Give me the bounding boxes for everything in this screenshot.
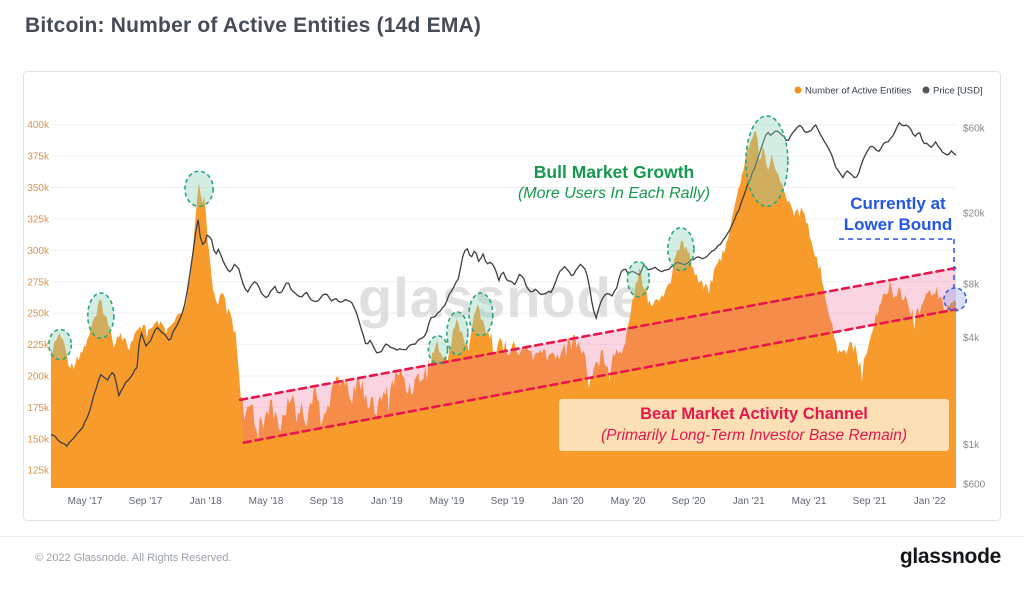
svg-text:$20k: $20k [963,208,986,219]
svg-text:175k: 175k [27,403,50,414]
svg-text:Jan '22: Jan '22 [914,496,946,507]
svg-text:May '17: May '17 [68,496,103,507]
svg-text:200k: 200k [27,372,50,383]
chart-legend: Number of Active Entities Price [USD] [794,86,983,97]
active-entities-legend-label: Number of Active Entities [805,86,911,97]
page-title: Bitcoin: Number of Active Entities (14d … [25,14,482,37]
bear-channel-subtitle: (Primarily Long-Term Investor Base Remai… [601,427,907,444]
svg-text:Jan '20: Jan '20 [552,496,584,507]
svg-text:Sep '19: Sep '19 [491,496,525,507]
svg-text:Jan '19: Jan '19 [371,496,403,507]
price-legend-label: Price [USD] [933,86,983,97]
svg-text:375k: 375k [27,152,50,163]
x-axis-labels: May '17 Sep '17 Jan '18 May '18 Sep '18 Jan '… [68,496,946,507]
svg-text:$8k: $8k [963,279,980,290]
lower-bound-bracket [839,238,968,312]
svg-text:$4k: $4k [963,333,980,344]
glassnode-logo: glassnode [899,545,1001,568]
bear-market-channel [238,266,958,444]
svg-text:225k: 225k [27,340,50,351]
copyright-text: © 2022 Glassnode. All Rights Reserved. [35,552,232,564]
svg-text:350k: 350k [27,183,50,194]
svg-text:300k: 300k [27,246,50,257]
svg-text:$60k: $60k [963,124,986,135]
bear-channel-label-box [559,399,949,451]
current-lower-bound-line2: Lower Bound [844,215,953,234]
chart-canvas[interactable]: glassnode Bear Market Activity Channel (… [24,72,1002,522]
footer: © 2022 Glassnode. All Rights Reserved. g… [0,536,1024,591]
svg-text:May '20: May '20 [611,496,646,507]
svg-text:Sep '20: Sep '20 [672,496,706,507]
svg-text:125k: 125k [27,466,50,477]
price-line-series [50,121,957,448]
svg-text:150k: 150k [27,434,50,445]
legend-item-price[interactable]: Price [USD] [922,86,983,97]
legend-item-active-entities[interactable]: Number of Active Entities [794,86,912,97]
bull-growth-subtitle: (More Users In Each Rally) [518,185,710,202]
svg-text:$1k: $1k [963,440,980,451]
svg-text:Sep '17: Sep '17 [129,496,163,507]
svg-text:Jan '21: Jan '21 [733,496,765,507]
svg-text:Sep '21: Sep '21 [853,496,887,507]
left-axis-labels: 125k 150k 175k 200k 225k 250k 275k 300k 325k 350k… [27,120,50,477]
svg-text:400k: 400k [27,120,50,131]
svg-text:Sep '18: Sep '18 [310,496,344,507]
svg-text:325k: 325k [27,214,50,225]
svg-text:May '21: May '21 [792,496,827,507]
svg-text:275k: 275k [27,277,50,288]
svg-text:May '18: May '18 [249,496,284,507]
chart-card: glassnode Bear Market Activity Channel (… [23,71,1001,521]
rally-highlight-ellipses [48,115,789,365]
bull-growth-title: Bull Market Growth [534,162,694,182]
svg-text:May '19: May '19 [430,496,465,507]
bear-channel-title: Bear Market Activity Channel [640,405,868,423]
current-lower-bound-line1: Currently at [850,194,946,213]
svg-text:Jan '18: Jan '18 [190,496,222,507]
right-axis-labels: $600 $1k $4k $8k $20k $60k [963,124,986,491]
active-entities-legend-dot [794,86,802,94]
svg-text:$600: $600 [963,480,986,491]
svg-text:250k: 250k [27,309,50,320]
active-entities-area-series [51,130,956,488]
price-legend-dot [922,86,930,94]
